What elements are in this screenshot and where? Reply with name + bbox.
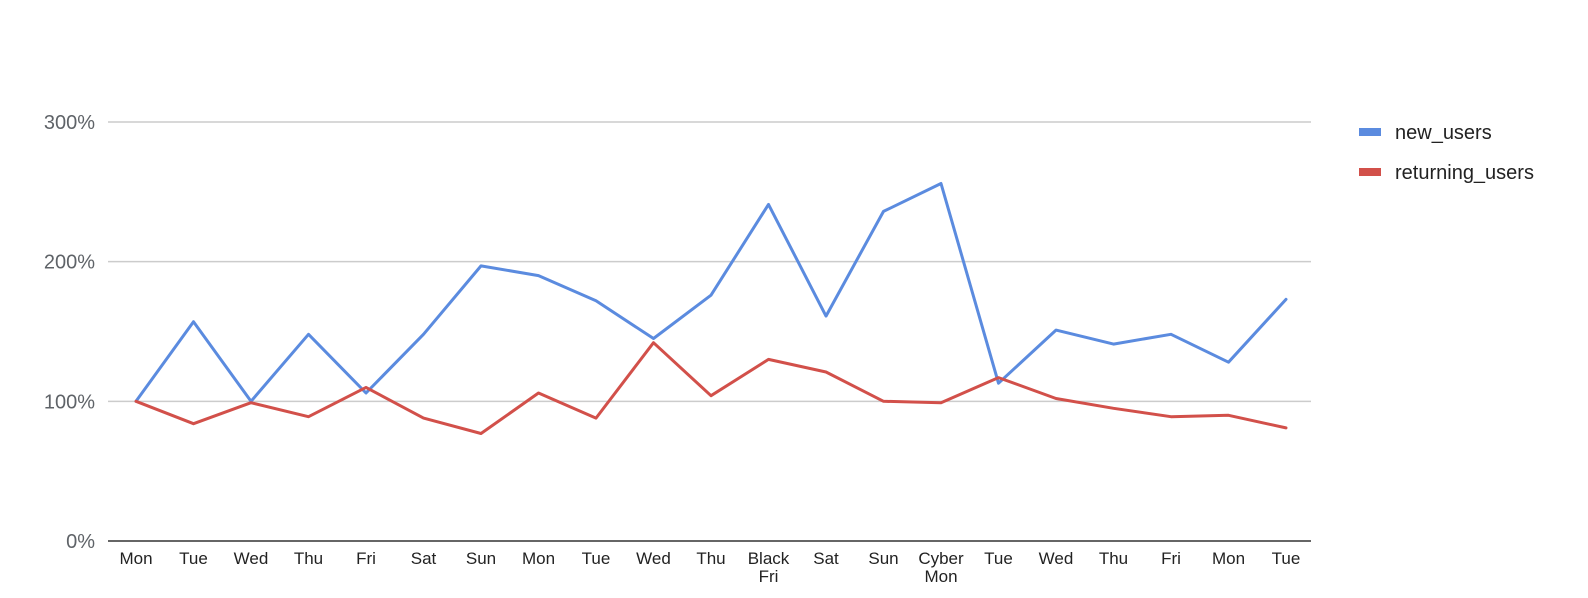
- x-tick-label: Thu: [696, 549, 725, 568]
- x-tick-label: Cyber Mon: [918, 549, 964, 586]
- x-tick-label: Mon: [522, 549, 555, 568]
- series-line-new_users: [134, 182, 1288, 403]
- x-tick-label: Sun: [466, 549, 496, 568]
- legend-label-returning_users: returning_users: [1395, 162, 1534, 184]
- gridlines: [108, 121, 1311, 403]
- y-tick-label: 100%: [44, 391, 95, 413]
- x-tick-label: Sat: [411, 549, 437, 568]
- y-tick-label: 0%: [66, 531, 95, 553]
- x-tick-label: Tue: [1272, 549, 1301, 568]
- y-tick-label: 200%: [44, 252, 95, 274]
- x-tick-label: Thu: [294, 549, 323, 568]
- x-tick-label: Sun: [868, 549, 898, 568]
- x-tick-label: Tue: [179, 549, 208, 568]
- legend: new_users returning_users: [1359, 122, 1534, 184]
- x-tick-label: Thu: [1099, 549, 1128, 568]
- x-tick-label: Mon: [1212, 549, 1245, 568]
- x-tick-label: Tue: [984, 549, 1013, 568]
- x-tick-label: Sat: [813, 549, 839, 568]
- series-line-returning_users: [134, 341, 1288, 435]
- x-tick-label: Fri: [1161, 549, 1181, 568]
- series-lines: [134, 182, 1288, 435]
- x-tick-label: Tue: [582, 549, 611, 568]
- legend-swatch-new_users: [1359, 128, 1381, 136]
- x-tick-label: Black Fri: [748, 549, 790, 586]
- y-tick-label: 300%: [44, 112, 95, 134]
- x-tick-label: Wed: [1039, 549, 1074, 568]
- legend-swatch-returning_users: [1359, 168, 1381, 176]
- x-tick-label: Fri: [356, 549, 376, 568]
- x-tick-label: Wed: [234, 549, 269, 568]
- y-axis: 0% 100% 200% 300%: [44, 112, 95, 553]
- legend-label-new_users: new_users: [1395, 122, 1492, 144]
- x-tick-label: Mon: [119, 549, 152, 568]
- x-axis: Mon Tue Wed Thu Fri Sat Sun Mon Tue Wed Thu Black Fr…: [108, 540, 1311, 586]
- x-tick-label: Wed: [636, 549, 671, 568]
